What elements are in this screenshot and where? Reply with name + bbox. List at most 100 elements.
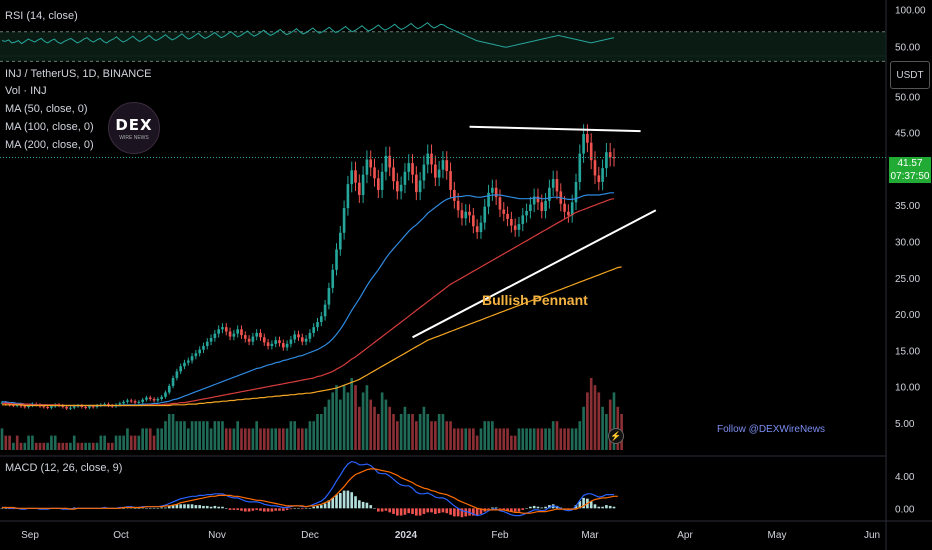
volume-bar[interactable] — [418, 414, 422, 450]
volume-bar[interactable] — [243, 428, 247, 450]
volume-bar[interactable] — [31, 435, 34, 450]
candle-body[interactable] — [589, 142, 593, 161]
macd-histogram-bar[interactable] — [243, 508, 247, 512]
volume-bar[interactable] — [407, 414, 411, 450]
candle-body[interactable] — [205, 341, 209, 347]
macd-histogram-bar[interactable] — [392, 508, 395, 514]
macd-histogram-bar[interactable] — [312, 506, 316, 509]
volume-bar[interactable] — [559, 428, 563, 450]
price-axis-tick[interactable]: 35.00 — [895, 201, 920, 212]
candle-body[interactable] — [69, 407, 72, 409]
volume-bar[interactable] — [570, 428, 574, 450]
volume-bar[interactable] — [548, 428, 551, 450]
candle-body[interactable] — [331, 269, 335, 288]
volume-bar[interactable] — [453, 428, 456, 450]
candle-body[interactable] — [50, 406, 53, 408]
candle-body[interactable] — [445, 160, 449, 172]
candle-body[interactable] — [190, 356, 194, 361]
candle-body[interactable] — [346, 184, 350, 209]
candle-body[interactable] — [475, 226, 479, 233]
candle-body[interactable] — [574, 181, 578, 203]
ma100-legend[interactable]: MA (100, close, 0) — [5, 121, 94, 133]
candle-body[interactable] — [61, 405, 65, 407]
volume-bar[interactable] — [369, 399, 373, 450]
macd-histogram-bar[interactable] — [426, 508, 430, 513]
volume-bar[interactable] — [304, 428, 308, 450]
macd-histogram-bar[interactable] — [582, 497, 585, 509]
candle-body[interactable] — [42, 406, 46, 408]
candle-body[interactable] — [357, 182, 361, 196]
candle-body[interactable] — [605, 152, 608, 169]
volume-bar[interactable] — [597, 392, 601, 450]
macd-histogram-bar[interactable] — [217, 506, 220, 509]
macd-histogram-bar[interactable] — [179, 504, 182, 509]
candle-body[interactable] — [323, 304, 327, 317]
candle-body[interactable] — [517, 224, 521, 230]
candle-body[interactable] — [23, 406, 27, 408]
macd-histogram-bar[interactable] — [532, 505, 536, 509]
macd-histogram-bar[interactable] — [232, 508, 236, 510]
ma50-legend[interactable]: MA (50, close, 0) — [5, 103, 88, 115]
volume-bar[interactable] — [247, 428, 251, 450]
volume-bar[interactable] — [80, 442, 84, 450]
volume-bar[interactable] — [255, 421, 259, 450]
candle-body[interactable] — [608, 152, 612, 158]
macd-histogram-bar[interactable] — [445, 508, 449, 514]
volume-bar[interactable] — [544, 428, 547, 450]
macd-histogram-bar[interactable] — [224, 508, 228, 509]
candle-body[interactable] — [601, 168, 604, 182]
candle-body[interactable] — [529, 204, 532, 211]
volume-bar[interactable] — [441, 414, 445, 450]
volume-bar[interactable] — [129, 435, 133, 450]
macd-histogram-bar[interactable] — [418, 508, 422, 516]
candle-body[interactable] — [141, 399, 144, 402]
volume-bar[interactable] — [118, 435, 122, 450]
volume-bar[interactable] — [437, 414, 441, 450]
candle-body[interactable] — [498, 197, 502, 210]
volume-bar[interactable] — [34, 442, 38, 450]
candle-body[interactable] — [247, 338, 251, 342]
volume-bar[interactable] — [582, 406, 585, 450]
volume-bar[interactable] — [468, 428, 471, 450]
volume-bar[interactable] — [422, 406, 426, 450]
volume-bar[interactable] — [312, 421, 316, 450]
volume-bar[interactable] — [240, 428, 243, 450]
macd-histogram-bar[interactable] — [449, 508, 452, 515]
macd-histogram-bar[interactable] — [190, 504, 194, 509]
volume-bar[interactable] — [502, 428, 506, 450]
macd-histogram-bar[interactable] — [544, 506, 547, 509]
macd-histogram-bar[interactable] — [475, 508, 479, 516]
macd-histogram-bar[interactable] — [148, 508, 152, 509]
candle-body[interactable] — [171, 377, 175, 386]
volume-bar[interactable] — [126, 428, 129, 450]
rsi-line[interactable] — [1, 22, 615, 48]
candle-body[interactable] — [133, 401, 137, 403]
volume-bar[interactable] — [316, 414, 319, 450]
volume-bar[interactable] — [145, 428, 148, 450]
candle-body[interactable] — [540, 202, 544, 211]
candle-body[interactable] — [251, 336, 255, 342]
candle-body[interactable] — [297, 334, 300, 338]
candle-body[interactable] — [502, 209, 506, 214]
candle-body[interactable] — [285, 343, 289, 348]
trendline-0[interactable] — [469, 125, 641, 133]
candle-body[interactable] — [521, 215, 525, 225]
macd-histogram-bar[interactable] — [589, 501, 593, 509]
candle-body[interactable] — [586, 134, 589, 143]
macd-histogram-bar[interactable] — [156, 508, 160, 509]
candle-body[interactable] — [434, 164, 437, 178]
candle-body[interactable] — [281, 343, 285, 348]
macd-histogram-bar[interactable] — [289, 508, 293, 510]
macd-histogram-bar[interactable] — [361, 501, 365, 509]
volume-bar[interactable] — [338, 399, 342, 450]
volume-bar[interactable] — [574, 428, 578, 450]
macd-histogram-bar[interactable] — [472, 508, 475, 516]
volume-bar[interactable] — [57, 442, 61, 450]
volume-bar[interactable] — [346, 392, 350, 450]
candle-body[interactable] — [80, 405, 84, 407]
candle-body[interactable] — [388, 155, 392, 168]
candle-body[interactable] — [407, 163, 411, 172]
candle-body[interactable] — [411, 163, 414, 175]
macd-histogram-bar[interactable] — [186, 504, 190, 509]
volume-bar[interactable] — [430, 421, 433, 450]
